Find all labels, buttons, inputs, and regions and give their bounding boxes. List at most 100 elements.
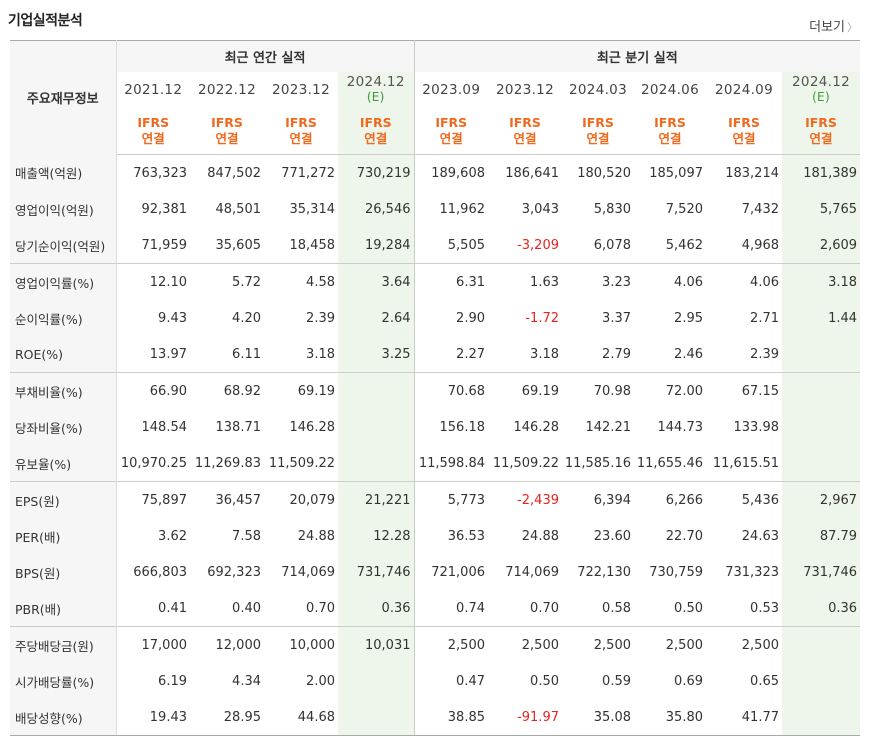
ifrs-label: IFRS 연결: [264, 107, 338, 155]
ifrs-label: IFRS 연결: [706, 107, 782, 155]
table-cell: 12.10: [116, 263, 190, 300]
row-label: 배당성향(%): [10, 699, 117, 736]
table-cell: 12.28: [338, 518, 415, 554]
table-cell: 2,500: [562, 626, 634, 663]
financial-table: 주요재무정보 최근 연간 실적 최근 분기 실적 2021.12 2022.12 2…: [10, 40, 861, 736]
row-label: BPS(원): [10, 554, 117, 590]
table-cell: 0.74: [456, 600, 485, 616]
period-header: 2021.12: [116, 72, 190, 107]
more-label: 더보기: [809, 20, 845, 35]
table-cell: 156.18: [439, 419, 486, 435]
table-cell: 731,323: [725, 564, 779, 580]
table-cell: 48,501: [215, 201, 262, 217]
table-cell: [782, 663, 861, 699]
table-cell: 10,031: [338, 626, 415, 663]
table-cell: 21,221: [338, 481, 415, 518]
ifrs-label: IFRS 연결: [634, 107, 706, 155]
table-cell: [782, 409, 861, 445]
ifrs-consolidated: 연결: [364, 130, 388, 146]
period-header: 2023.12: [488, 72, 562, 107]
period-year: 2024.12: [346, 73, 405, 90]
table-cell: 7,432: [741, 201, 779, 217]
ifrs-standard: IFRS: [728, 114, 760, 130]
table-cell: 142.21: [585, 419, 632, 435]
table-cell: 183,214: [725, 165, 779, 181]
table-cell: 714,069: [505, 564, 559, 580]
row-label: 유보율(%): [10, 445, 117, 482]
table-row: PER(배) 3.62 7.58 24.88 12.28 36.53 24.88 23.60 2…: [10, 518, 861, 554]
ifrs-standard: IFRS: [509, 114, 541, 130]
ifrs-consolidated: 연결: [141, 130, 165, 146]
row-label: 매출액(억원): [10, 154, 117, 191]
ifrs-label: IFRS 연결: [190, 107, 264, 155]
table-cell: 44.68: [264, 699, 338, 736]
ifrs-standard: IFRS: [211, 114, 243, 130]
table-cell: 4.34: [232, 673, 261, 689]
more-link[interactable]: 더보기 〉: [809, 16, 858, 35]
table-cell: 11,615.51: [712, 455, 779, 471]
period-header: 2024.09: [706, 72, 782, 107]
ifrs-label: IFRS 연결: [488, 107, 562, 155]
table-cell: 2,500: [634, 626, 706, 663]
ifrs-consolidated: 연결: [809, 130, 833, 146]
table-cell: 133.98: [733, 419, 780, 435]
table-cell: [338, 409, 415, 445]
table-cell: 69.19: [488, 372, 562, 409]
table-cell: 2.46: [674, 346, 703, 362]
ifrs-standard: IFRS: [285, 114, 317, 130]
table-cell: 35.08: [562, 699, 634, 736]
table-cell: 3.62: [158, 528, 187, 544]
table-cell: 11,655.46: [636, 455, 703, 471]
table-cell: 4,968: [741, 237, 779, 253]
table-cell: 35,314: [289, 201, 336, 217]
period-year: 2023.12: [272, 81, 330, 98]
row-label: 주당배당금(원): [10, 626, 117, 663]
ifrs-consolidated: 연결: [586, 130, 610, 146]
table-cell: 0.41: [158, 600, 187, 616]
table-cell: [782, 699, 861, 736]
table-cell: 731,746: [782, 554, 861, 590]
table-cell: 666,803: [133, 564, 187, 580]
table-row: 영업이익률(%) 12.10 5.72 4.58 3.64 6.31 1.63 3.23 4.0…: [10, 263, 861, 300]
table-cell: 5,505: [447, 237, 485, 253]
row-label-header: 주요재무정보: [10, 40, 117, 155]
table-cell: 6.19: [158, 673, 187, 689]
ifrs-label: IFRS 연결: [338, 107, 415, 155]
table-cell: 18,458: [289, 237, 336, 253]
period-year: 2024.03: [569, 81, 627, 98]
table-cell: 35,605: [215, 237, 262, 253]
table-cell: 7,520: [665, 201, 703, 217]
table-cell: 0.53: [750, 600, 779, 616]
ifrs-label: IFRS 연결: [562, 107, 634, 155]
table-cell: 1.44: [782, 300, 861, 336]
table-cell: 19.43: [116, 699, 190, 736]
row-label: 당좌비율(%): [10, 409, 117, 445]
table-cell: 11,269.83: [194, 455, 261, 471]
table-cell: 35.80: [634, 699, 706, 736]
table-cell: 67.15: [706, 372, 782, 409]
row-label: 순이익률(%): [10, 300, 117, 336]
table-cell: -91.97: [488, 699, 562, 736]
table-cell: 92,381: [141, 201, 188, 217]
table-cell: 23.60: [593, 528, 631, 544]
table-row: 유보율(%) 10,970.25 11,269.83 11,509.22 11,598.…: [10, 445, 861, 482]
table-cell: 41.77: [706, 699, 782, 736]
row-label: PBR(배): [10, 590, 117, 627]
table-cell: 12,000: [190, 626, 264, 663]
table-cell: 17,000: [116, 626, 190, 663]
table-cell: 2.27: [456, 346, 485, 362]
table-cell: 146.28: [513, 419, 560, 435]
table-cell: 6.11: [232, 346, 261, 362]
ifrs-standard: IFRS: [805, 114, 837, 130]
table-cell: 3.18: [306, 346, 335, 362]
table-cell: 146.28: [289, 419, 336, 435]
period-header: 2024.06: [634, 72, 706, 107]
period-header: 2024.03: [562, 72, 634, 107]
table-cell: 847,502: [207, 165, 261, 181]
table-row: 부채비율(%) 66.90 68.92 69.19 70.68 69.19 70.98 72.…: [10, 372, 861, 409]
table-cell: 68.92: [190, 372, 264, 409]
table-cell: 13.97: [149, 346, 187, 362]
table-cell: 144.73: [657, 419, 704, 435]
table-cell: 2.39: [750, 346, 779, 362]
table-cell: 26,546: [338, 191, 415, 227]
